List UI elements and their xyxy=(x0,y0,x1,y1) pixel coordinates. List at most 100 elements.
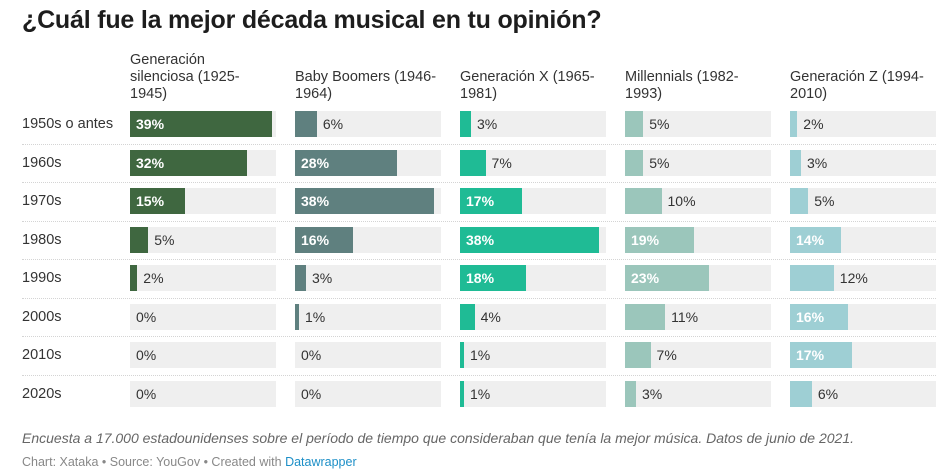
bar-value-label: 16% xyxy=(796,308,825,325)
bar-track: 19% xyxy=(625,226,771,253)
bar-track: 12% xyxy=(790,265,936,291)
bar-value-label: 7% xyxy=(656,347,677,363)
bar xyxy=(460,111,471,137)
bar-track: 3% xyxy=(460,111,606,137)
row-separator xyxy=(22,297,936,299)
bar xyxy=(460,303,475,330)
bar-track: 11% xyxy=(625,303,771,330)
bar-track: 6% xyxy=(790,380,936,407)
bar-value-label: 0% xyxy=(136,385,157,402)
column-header: Baby Boomers (1946-1964) xyxy=(295,69,437,102)
row-label: 1960s xyxy=(22,154,62,171)
bar-value-label: 28% xyxy=(301,154,330,171)
bar-value-label: 15% xyxy=(136,193,165,209)
row-separator xyxy=(22,143,936,145)
bar-value-label: 2% xyxy=(803,116,824,132)
bar-value-label: 6% xyxy=(817,385,839,402)
bar-track: 7% xyxy=(460,149,606,176)
bar-track: 17% xyxy=(460,188,606,214)
bar xyxy=(790,188,809,214)
bar xyxy=(625,303,666,330)
bar-value-label: 32% xyxy=(136,154,165,171)
bar-track: 23% xyxy=(625,265,771,291)
bar-track: 10% xyxy=(625,188,771,214)
chart-title: ¿Cuál fue la mejor década musical en tu … xyxy=(22,6,602,34)
bar xyxy=(130,111,273,137)
column-header: Generación X (1965-1981) xyxy=(460,69,595,102)
bar-track: 2% xyxy=(790,111,936,137)
bar-value-label: 17% xyxy=(796,347,825,363)
bar-track: 18% xyxy=(460,265,606,291)
bar-value-label: 5% xyxy=(814,193,835,209)
bar xyxy=(460,226,599,253)
bar-value-label: 16% xyxy=(301,231,330,248)
bar-value-label: 38% xyxy=(301,193,330,209)
bar-value-label: 11% xyxy=(671,308,699,325)
bar-value-label: 7% xyxy=(491,154,512,171)
bar xyxy=(460,380,464,407)
bar xyxy=(295,149,398,176)
datawrapper-link[interactable]: Datawrapper xyxy=(285,455,357,469)
bar-track: 1% xyxy=(460,342,606,368)
bar xyxy=(295,111,317,137)
bar-track: 0% xyxy=(130,380,276,407)
bar xyxy=(790,149,801,176)
bar-value-label: 3% xyxy=(476,116,498,132)
bar xyxy=(790,303,849,330)
bar-track: 3% xyxy=(625,380,771,407)
bar-value-label: 0% xyxy=(136,308,157,325)
bar-track: 6% xyxy=(295,111,441,137)
bar xyxy=(460,265,526,291)
row-label: 2020s xyxy=(22,385,62,402)
bar xyxy=(625,188,662,214)
chart-source: Chart: Xataka • Source: YouGov • Created… xyxy=(22,455,357,469)
bar-track: 16% xyxy=(790,303,936,330)
bar xyxy=(625,226,695,253)
bar-value-label: 23% xyxy=(631,270,660,286)
bar-value-label: 5% xyxy=(649,116,670,132)
bar-track: 0% xyxy=(130,342,276,368)
bar-value-label: 1% xyxy=(470,385,491,402)
bar-track: 17% xyxy=(790,342,936,368)
bar-track: 3% xyxy=(295,265,441,291)
row-label: 2010s xyxy=(22,347,62,363)
bar xyxy=(790,226,842,253)
bar-value-label: 1% xyxy=(305,308,326,325)
bar-value-label: 19% xyxy=(631,231,660,248)
row-label: 1950s o antes xyxy=(22,116,114,132)
bar xyxy=(625,111,644,137)
bar-value-label: 14% xyxy=(796,231,825,248)
bar-track: 5% xyxy=(790,188,936,214)
bar-value-label: 0% xyxy=(301,385,322,402)
bar-track: 38% xyxy=(295,188,441,214)
bar-track: 2% xyxy=(130,265,276,291)
bar-value-label: 3% xyxy=(641,385,663,402)
bar-value-label: 38% xyxy=(466,231,495,248)
bar xyxy=(790,111,798,137)
bar xyxy=(130,149,247,176)
bar-track: 1% xyxy=(460,380,606,407)
bar-track: 1% xyxy=(295,303,441,330)
row-label: 1990s xyxy=(22,270,62,286)
bar-track: 5% xyxy=(625,149,771,176)
bar-track: 7% xyxy=(625,342,771,368)
bar xyxy=(790,342,853,368)
row-separator xyxy=(22,336,936,337)
bar-track: 39% xyxy=(130,111,276,137)
bar xyxy=(130,226,149,253)
row-separator xyxy=(22,182,936,183)
bar-value-label: 12% xyxy=(839,270,868,286)
bar-value-label: 0% xyxy=(301,347,322,363)
bar xyxy=(130,188,185,214)
bar xyxy=(790,380,812,407)
bar-value-label: 1% xyxy=(470,347,491,363)
bar-track: 16% xyxy=(295,226,441,253)
column-header: Generación Z (1994-2010) xyxy=(790,69,924,102)
bar-track: 4% xyxy=(460,303,606,330)
bar-value-label: 2% xyxy=(143,270,164,286)
bar xyxy=(625,380,636,407)
chart-note: Encuesta a 17.000 estadounidenses sobre … xyxy=(22,430,855,446)
bar-value-label: 3% xyxy=(806,154,828,171)
bar-value-label: 3% xyxy=(311,270,333,286)
source-text: Chart: Xataka • Source: YouGov • Created… xyxy=(22,455,286,469)
